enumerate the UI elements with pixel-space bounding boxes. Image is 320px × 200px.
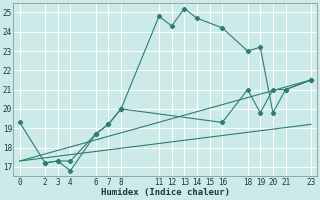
X-axis label: Humidex (Indice chaleur): Humidex (Indice chaleur) [101,188,230,197]
